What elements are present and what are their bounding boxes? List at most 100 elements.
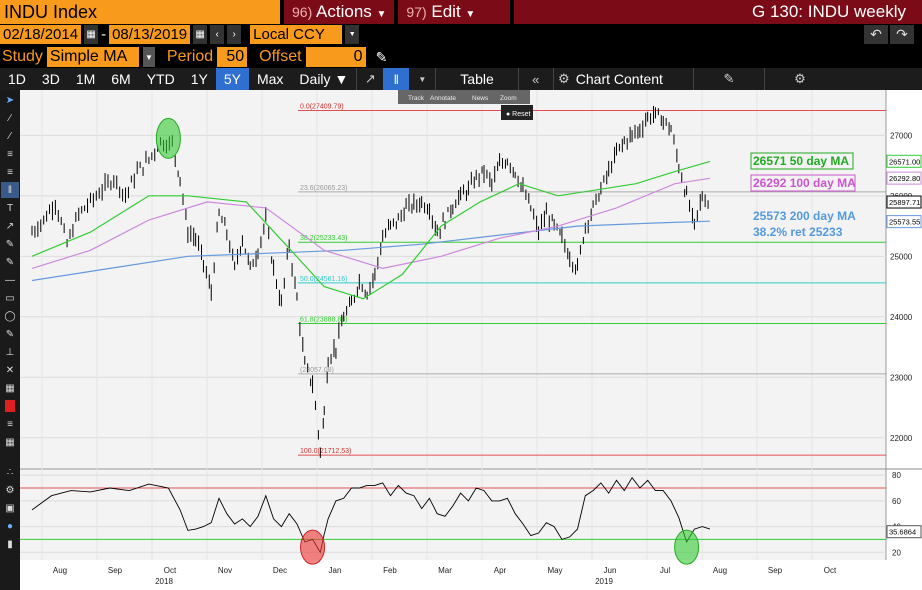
text-icon[interactable]: T [6,202,14,214]
x-tick-label: Aug [713,566,727,575]
eraser-icon[interactable]: ▮ [7,538,13,550]
x-tick-label: Oct [824,566,837,575]
x-tick-label: Mar [438,566,452,575]
table-button[interactable]: Table [460,71,494,87]
period-ytd[interactable]: YTD [146,71,175,87]
calendar-icon[interactable]: ▦ [193,25,208,44]
edit-chart-icon[interactable]: ✎ [723,71,735,86]
red-color-icon[interactable] [1,398,19,414]
redo-icon[interactable]: ↷ [890,25,914,44]
x-tick-label: Sep [768,566,783,575]
lock-icon[interactable]: ▣ [5,502,15,514]
magnet-icon[interactable]: ∴ [6,466,14,478]
trash-icon[interactable]: ▦ [5,382,15,394]
oscillator-tick-label: 60 [892,497,901,506]
frequency-label: Daily [299,71,331,87]
ellipse-icon[interactable]: ◯ [4,310,16,322]
pen-icon[interactable]: ✎ [5,238,15,250]
period-1d[interactable]: 1D [8,71,26,87]
price-tick-label: 25000 [890,252,913,261]
period-max[interactable]: Max [256,71,284,87]
actions-menu[interactable]: 96) Actions ▼ [284,0,395,24]
chevron-down-icon[interactable]: ▼ [418,74,427,84]
edit-menu[interactable]: 97) Edit ▼ [398,0,511,24]
price-tick-label: 24000 [890,313,913,322]
mini-toolbar-track[interactable]: Track [408,95,425,102]
bar-chart-icon[interactable]: ‖ [383,68,410,90]
hline-icon[interactable]: — [5,274,15,286]
period-6m[interactable]: 6M [111,71,131,87]
x-tick-label: Dec [273,566,287,575]
ruler-icon[interactable]: ⊥ [5,346,15,358]
pointer-icon[interactable]: ➤ [5,94,15,106]
actions-menu-label: Actions [316,2,372,21]
period-3d[interactable]: 3D [41,71,60,87]
x-tick-label: Sep [108,566,123,575]
mini-toolbar-annotate[interactable]: Annotate [430,95,456,102]
start-date-input[interactable]: 02/18/2014 [0,25,82,44]
chart-toolbar: 1D 3D 1M 6M YTD 1Y 5Y Max Daily ▼ ↗ ‖ ▼ … [0,68,922,90]
fib-fan-icon[interactable]: ≡ [7,166,13,178]
offset-input[interactable]: 0 [305,47,366,67]
period-input[interactable]: 50 [217,47,248,67]
erase-icon[interactable]: ✕ [5,364,15,376]
x-tick-label: Aug [53,566,67,575]
chevron-left-icon[interactable]: ‹ [210,25,225,44]
period-5y[interactable]: 5Y [215,68,249,90]
last-value-label: 26292.80 [889,174,920,183]
x-tick-label: Apr [494,566,507,575]
collapse-icon[interactable]: « [532,71,540,87]
currency-select[interactable]: Local CCY [250,25,343,44]
ma-100-line [31,177,711,270]
bar-select-icon[interactable]: ‖ [1,182,19,198]
year-label: 2019 [595,577,613,586]
ticker-title[interactable]: INDU Index [0,0,280,24]
divider [517,68,519,90]
period-1y[interactable]: 1Y [190,71,208,87]
period-1m[interactable]: 1M [75,71,96,87]
oscillator-line [31,476,711,554]
ma-50-line [31,160,711,300]
arrow-icon[interactable]: ↗ [5,220,15,232]
study-label: Study [2,48,43,65]
chevron-down-icon[interactable]: ▼ [345,25,360,44]
rectangle-icon[interactable]: ▭ [5,292,15,304]
price-panel [20,90,886,468]
price-tick-label: 27000 [890,131,913,140]
chevron-down-icon[interactable]: ▼ [142,47,155,67]
chart-content-button[interactable]: Chart Content [575,71,663,87]
oscillator-last-label: 35.6864 [889,528,916,537]
line-style-icon[interactable]: ≡ [7,418,13,430]
study-select[interactable]: Simple MA [46,47,139,67]
last-value-label: 25897.71 [889,198,920,207]
last-value-box [886,171,922,185]
pencil-icon[interactable]: ✎ [5,328,15,340]
channel-icon[interactable]: ⁄ [9,130,11,142]
chart-area[interactable]: 22000230002400025000260002700020406080Au… [20,90,922,590]
end-date-input[interactable]: 08/13/2019 [109,25,191,44]
frequency-select[interactable]: Daily ▼ [291,68,356,90]
calendar-icon[interactable]: ▦ [84,25,99,44]
fibonacci-icon[interactable]: ≡ [7,148,13,160]
undo-icon[interactable]: ↶ [864,25,888,44]
date-separator: - [101,26,107,43]
trendline-icon[interactable]: ∕ [9,112,11,124]
gear-icon[interactable]: ⚙ [5,484,15,496]
mini-toolbar-news[interactable]: News [472,95,489,102]
year-label: 2018 [155,577,173,586]
fib-level-label: 38.2(25233.43) [300,235,347,242]
chart-content-icon: ⚙ [557,71,570,86]
pencil-icon[interactable]: ✎ [375,48,388,65]
gear-icon[interactable]: ⚙ [794,71,806,86]
brush-icon[interactable]: ✎ [5,256,15,268]
price-chart[interactable]: 22000230002400025000260002700020406080Au… [20,90,922,590]
grid-icon[interactable]: ▦ [5,436,15,448]
oscillator-tick-label: 80 [892,471,901,480]
reset-button[interactable]: ● Reset [506,111,531,118]
mini-toolbar-zoom[interactable]: Zoom [500,95,517,102]
line-chart-icon[interactable]: ↗ [364,71,376,86]
x-tick-label: Oct [164,566,177,575]
chevron-right-icon[interactable]: › [227,25,242,44]
color-icon[interactable]: ● [6,520,14,532]
annotation-label: 26292 100 day MA [753,176,856,190]
